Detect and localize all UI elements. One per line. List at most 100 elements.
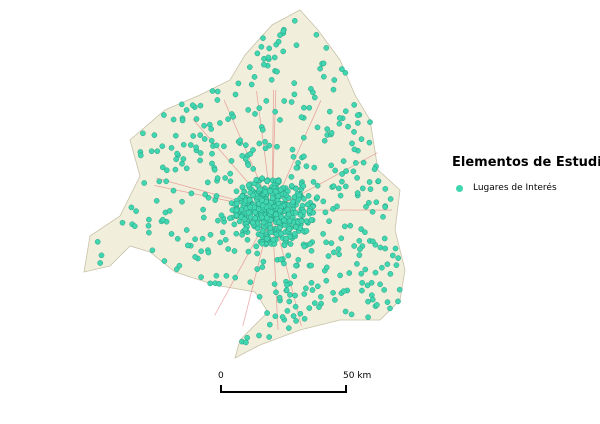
point-of-interest[interactable] [259, 228, 266, 234]
point-of-interest[interactable] [266, 334, 273, 340]
point-of-interest[interactable] [197, 157, 203, 164]
point-of-interest[interactable] [245, 209, 252, 216]
point-of-interest[interactable] [272, 188, 279, 195]
point-of-interest[interactable] [204, 179, 211, 186]
point-of-interest[interactable] [381, 235, 388, 242]
point-of-interest[interactable] [308, 247, 315, 254]
point-of-interest[interactable] [205, 249, 212, 256]
point-of-interest[interactable] [285, 252, 292, 259]
point-of-interest[interactable] [259, 240, 265, 247]
point-of-interest[interactable] [372, 269, 379, 276]
point-of-interest[interactable] [367, 119, 373, 125]
point-of-interest[interactable] [301, 315, 308, 322]
point-of-interest[interactable] [342, 108, 349, 114]
point-of-interest[interactable] [365, 199, 372, 206]
point-of-interest[interactable] [214, 97, 221, 103]
point-of-interest[interactable] [288, 183, 295, 189]
point-of-interest[interactable] [277, 117, 283, 123]
point-of-interest[interactable] [281, 217, 287, 224]
point-of-interest[interactable] [322, 209, 329, 216]
point-of-interest[interactable] [222, 175, 228, 181]
point-of-interest[interactable] [217, 239, 223, 246]
point-of-interest[interactable] [331, 77, 338, 83]
point-of-interest[interactable] [172, 166, 179, 173]
point-of-interest[interactable] [339, 66, 345, 72]
point-of-interest[interactable] [351, 129, 357, 135]
point-of-interest[interactable] [360, 159, 367, 166]
point-of-interest[interactable] [274, 68, 280, 75]
point-of-interest[interactable] [273, 289, 279, 296]
point-of-interest[interactable] [330, 183, 337, 189]
point-of-interest[interactable] [174, 235, 181, 242]
point-of-interest[interactable] [382, 245, 389, 252]
point-of-interest[interactable] [300, 183, 307, 189]
point-of-interest[interactable] [264, 235, 270, 242]
point-of-interest[interactable] [202, 191, 208, 198]
point-of-interest[interactable] [277, 207, 283, 214]
point-of-interest[interactable] [339, 171, 345, 177]
point-of-interest[interactable] [314, 124, 321, 131]
point-of-interest[interactable] [223, 272, 230, 279]
point-of-interest[interactable] [168, 231, 175, 237]
point-of-interest[interactable] [267, 188, 273, 194]
point-of-interest[interactable] [371, 166, 378, 172]
point-of-interest[interactable] [280, 28, 287, 35]
point-of-interest[interactable] [269, 195, 276, 201]
point-of-interest[interactable] [359, 279, 366, 286]
point-of-interest[interactable] [119, 219, 126, 226]
point-of-interest[interactable] [254, 50, 261, 57]
point-of-interest[interactable] [387, 196, 394, 202]
point-of-interest[interactable] [286, 298, 293, 305]
point-of-interest[interactable] [137, 152, 144, 159]
point-of-interest[interactable] [346, 270, 353, 276]
point-of-interest[interactable] [180, 141, 187, 148]
point-of-interest[interactable] [247, 279, 254, 286]
point-of-interest[interactable] [293, 318, 299, 324]
point-of-interest[interactable] [381, 287, 388, 293]
point-of-interest[interactable] [292, 209, 299, 216]
point-of-interest[interactable] [308, 217, 315, 223]
point-of-interest[interactable] [320, 231, 326, 237]
point-of-interest[interactable] [359, 287, 365, 294]
point-of-interest[interactable] [279, 314, 286, 320]
point-of-interest[interactable] [184, 242, 191, 249]
point-of-interest[interactable] [173, 156, 179, 163]
point-of-interest[interactable] [232, 274, 238, 281]
point-of-interest[interactable] [311, 94, 318, 101]
point-of-interest[interactable] [192, 254, 198, 260]
point-of-interest[interactable] [161, 258, 168, 264]
point-of-interest[interactable] [200, 206, 206, 213]
point-of-interest[interactable] [348, 311, 355, 318]
point-of-interest[interactable] [187, 142, 194, 148]
point-of-interest[interactable] [275, 38, 282, 45]
point-of-interest[interactable] [179, 160, 185, 167]
point-of-interest[interactable] [387, 305, 393, 312]
point-of-interest[interactable] [301, 243, 308, 250]
point-of-interest[interactable] [280, 48, 287, 55]
point-of-interest[interactable] [350, 168, 357, 175]
point-of-interest[interactable] [332, 167, 339, 174]
point-of-interest[interactable] [154, 148, 161, 154]
point-of-interest[interactable] [314, 182, 321, 189]
point-of-interest[interactable] [233, 188, 240, 195]
point-of-interest[interactable] [306, 305, 313, 311]
point-of-interest[interactable] [211, 166, 218, 173]
point-of-interest[interactable] [146, 229, 152, 236]
point-of-interest[interactable] [356, 252, 363, 258]
point-of-interest[interactable] [374, 301, 380, 308]
point-of-interest[interactable] [364, 282, 371, 289]
point-of-interest[interactable] [273, 211, 279, 218]
point-of-interest[interactable] [365, 314, 371, 321]
point-of-interest[interactable] [375, 178, 382, 184]
point-of-interest[interactable] [218, 212, 225, 219]
point-of-interest[interactable] [272, 313, 279, 320]
point-of-interest[interactable] [277, 186, 284, 193]
point-of-interest[interactable] [311, 164, 318, 171]
point-of-interest[interactable] [228, 158, 235, 164]
point-of-interest[interactable] [260, 35, 266, 41]
points-of-interest-layer[interactable] [94, 17, 403, 346]
point-of-interest[interactable] [199, 235, 206, 242]
point-of-interest[interactable] [288, 99, 295, 105]
point-of-interest[interactable] [208, 137, 215, 144]
point-of-interest[interactable] [183, 227, 190, 233]
